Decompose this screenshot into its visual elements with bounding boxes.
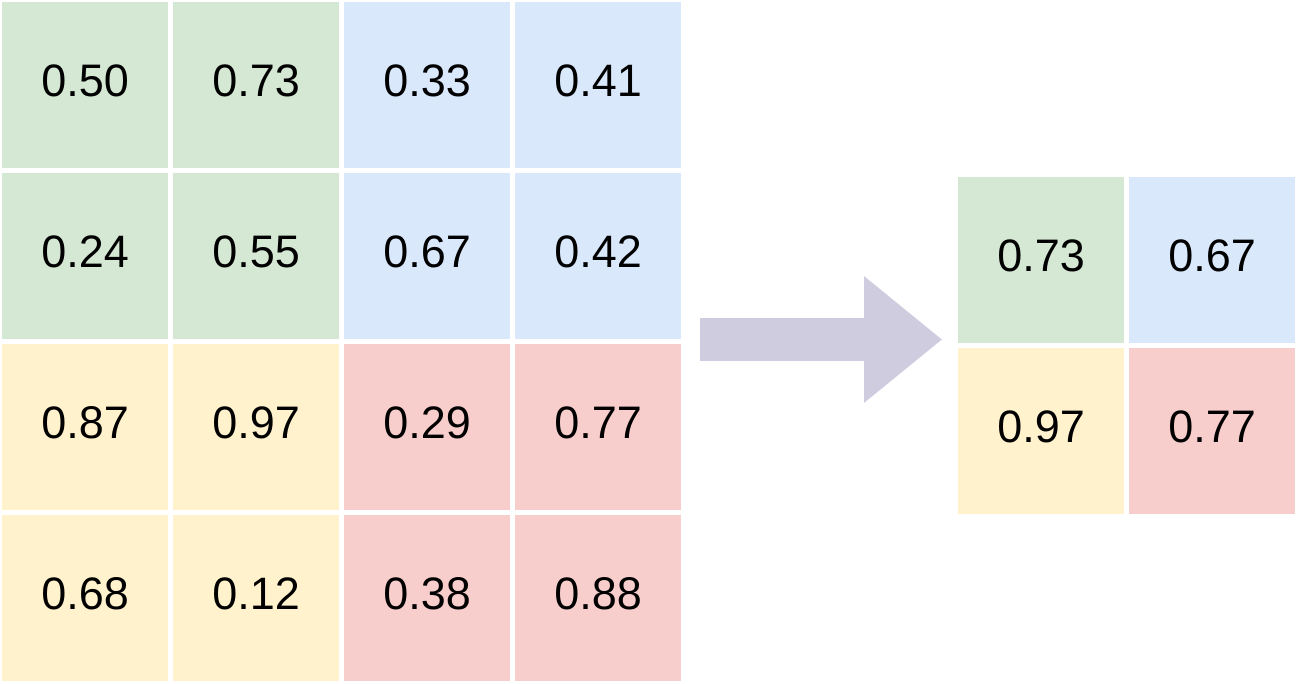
input-cell: 0.67 xyxy=(344,173,510,339)
output-cell: 0.67 xyxy=(1129,177,1295,343)
cell-value: 0.12 xyxy=(212,568,300,619)
input-cell: 0.42 xyxy=(515,173,681,339)
input-cell: 0.38 xyxy=(344,515,510,681)
cell-value: 0.68 xyxy=(41,568,129,619)
input-cell: 0.24 xyxy=(2,173,168,339)
cell-value: 0.87 xyxy=(41,397,129,448)
cell-value: 0.42 xyxy=(554,226,642,277)
input-cell: 0.97 xyxy=(173,344,339,510)
arrow-right-icon xyxy=(700,276,942,403)
cell-value: 0.73 xyxy=(212,55,300,106)
input-cell: 0.12 xyxy=(173,515,339,681)
input-cell: 0.68 xyxy=(2,515,168,681)
input-cell: 0.29 xyxy=(344,344,510,510)
output-cell: 0.97 xyxy=(958,348,1124,514)
cell-value: 0.24 xyxy=(41,226,129,277)
input-grid: 0.50 0.73 0.33 0.41 0.24 0.55 0.67 0.42 … xyxy=(2,2,681,681)
output-cell: 0.73 xyxy=(958,177,1124,343)
input-cell: 0.73 xyxy=(173,2,339,168)
cell-value: 0.88 xyxy=(554,568,642,619)
cell-value: 0.50 xyxy=(41,55,129,106)
cell-value: 0.67 xyxy=(383,226,471,277)
input-cell: 0.33 xyxy=(344,2,510,168)
output-grid: 0.73 0.67 0.97 0.77 xyxy=(958,177,1295,514)
cell-value: 0.33 xyxy=(383,55,471,106)
output-cell: 0.77 xyxy=(1129,348,1295,514)
input-cell: 0.77 xyxy=(515,344,681,510)
cell-value: 0.97 xyxy=(997,401,1085,452)
input-cell: 0.88 xyxy=(515,515,681,681)
cell-value: 0.77 xyxy=(1168,401,1256,452)
input-cell: 0.55 xyxy=(173,173,339,339)
input-cell: 0.50 xyxy=(2,2,168,168)
cell-value: 0.29 xyxy=(383,397,471,448)
cell-value: 0.41 xyxy=(554,55,642,106)
cell-value: 0.38 xyxy=(383,568,471,619)
cell-value: 0.97 xyxy=(212,397,300,448)
cell-value: 0.55 xyxy=(212,226,300,277)
cell-value: 0.67 xyxy=(1168,230,1256,281)
arrow-shape xyxy=(700,276,942,403)
cell-value: 0.77 xyxy=(554,397,642,448)
input-cell: 0.87 xyxy=(2,344,168,510)
cell-value: 0.73 xyxy=(997,230,1085,281)
input-cell: 0.41 xyxy=(515,2,681,168)
